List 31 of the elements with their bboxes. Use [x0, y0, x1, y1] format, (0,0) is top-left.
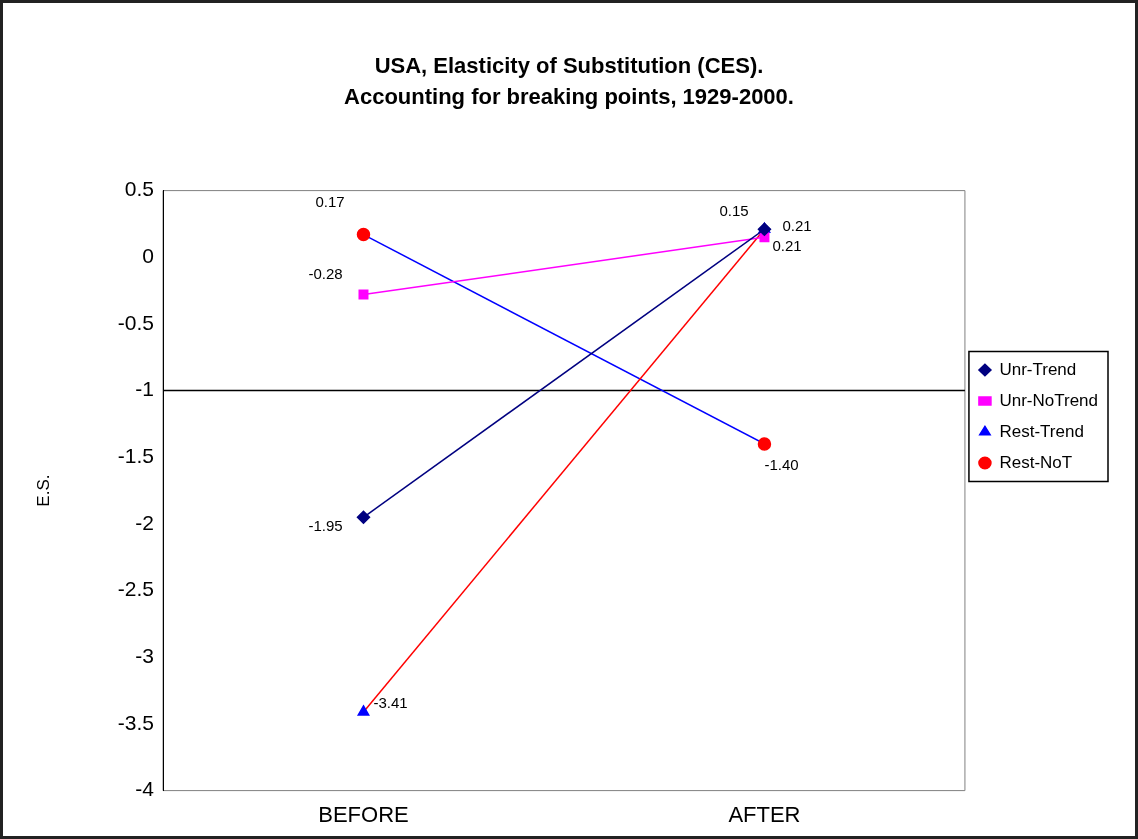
data-label: -1.40 [764, 456, 799, 474]
y-tick-label: -4 [135, 777, 155, 801]
point [356, 510, 371, 525]
data-label: 0.21 [772, 237, 802, 255]
point [356, 227, 371, 242]
y-tick-label: -1.5 [117, 444, 154, 468]
legend-label: Unr-NoTrend [999, 390, 1099, 410]
y-tick-label: -0.5 [117, 310, 154, 334]
y-tick-label: -3.5 [117, 710, 154, 734]
chart-title: USA, Elasticity of Substitution (CES). Accounting for breaking points, 1929-2000. [344, 53, 794, 110]
data-label: -0.28 [308, 264, 343, 282]
y-tick-label: -2.5 [117, 577, 154, 601]
data-label: 0.21 [782, 217, 812, 235]
y-tick-label: 0.5 [124, 177, 154, 201]
x-tick-label: AFTER [728, 801, 801, 827]
point [757, 437, 772, 451]
y-tick-label: -2 [135, 510, 154, 534]
legend-label: Rest-NoT [999, 452, 1073, 472]
y-tick-label: -3 [135, 644, 154, 668]
y-tick-label: -1 [135, 377, 154, 401]
data-label: -1.95 [308, 517, 343, 535]
data-label: -3.41 [373, 694, 408, 712]
legend-label: Unr-Trend [999, 359, 1077, 379]
legend-label: Rest-Trend [999, 421, 1084, 441]
point [757, 222, 772, 237]
y-axis-title: E.S. [33, 474, 53, 507]
point [358, 289, 369, 300]
data-label: 0.17 [315, 192, 345, 210]
x-tick-label: BEFORE [318, 801, 409, 827]
y-tick-label: 0 [142, 244, 154, 268]
data-label: 0.15 [719, 202, 749, 220]
